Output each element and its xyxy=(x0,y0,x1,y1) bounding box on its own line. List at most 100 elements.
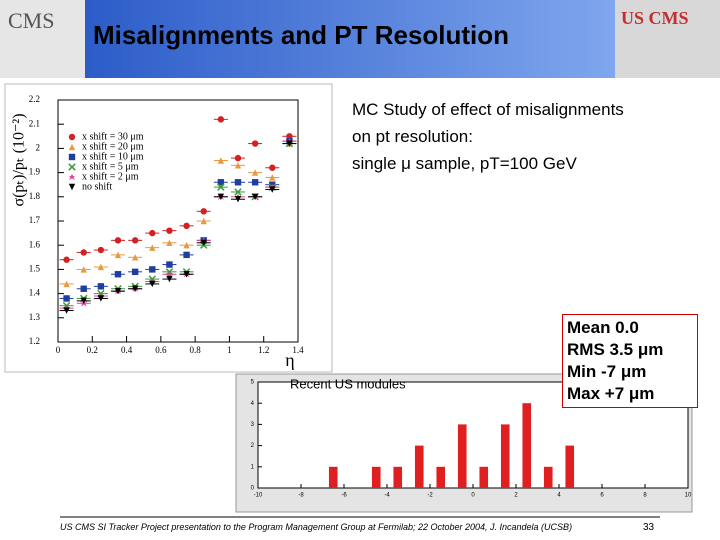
point xyxy=(200,217,207,225)
legend-marker xyxy=(68,143,76,151)
point xyxy=(183,251,190,259)
text-line: MC Study of effect of misalignments xyxy=(352,100,624,119)
y-tick-label: 3 xyxy=(251,422,255,428)
point xyxy=(63,256,70,263)
point xyxy=(251,179,259,186)
x-tick-label: 8 xyxy=(643,493,647,499)
y-tick-label: 1.9 xyxy=(29,167,41,177)
point xyxy=(286,133,293,140)
legend-marker xyxy=(68,173,76,181)
x-axis-label: η xyxy=(285,350,294,370)
hist-bar xyxy=(393,466,403,488)
hist-bar xyxy=(543,466,553,488)
point xyxy=(131,254,139,261)
y-tick-label: 0 xyxy=(251,486,255,492)
point xyxy=(166,271,173,278)
stats-line: RMS 3.5 μm xyxy=(567,340,664,359)
point xyxy=(217,179,225,186)
legend-label: no shift xyxy=(82,181,113,192)
x-tick-label: -2 xyxy=(427,493,433,499)
y-axis-label: σ(pₜ)/pₜ (10⁻²) xyxy=(11,113,28,206)
y-tick-label: 1.5 xyxy=(29,263,41,273)
point xyxy=(97,283,105,290)
point xyxy=(269,174,276,181)
point xyxy=(183,271,190,278)
hist-bar xyxy=(500,424,510,488)
y-tick-label: 1.2 xyxy=(29,336,40,346)
y-tick-label: 1 xyxy=(251,464,255,470)
point xyxy=(131,237,139,244)
x-tick-label: 0 xyxy=(471,493,475,499)
legend-label: x shift = 30 μm xyxy=(82,131,144,142)
y-tick-label: 1.4 xyxy=(29,288,41,298)
point xyxy=(80,249,87,256)
point xyxy=(234,162,242,169)
hist-bar xyxy=(522,403,532,488)
point xyxy=(183,242,190,249)
hist-bar xyxy=(371,466,381,488)
text-block: MC Study of effect of misalignments on p… xyxy=(352,96,624,177)
point xyxy=(80,285,87,292)
legend-label: x shift = 10 μm xyxy=(82,151,144,162)
x-tick-label: 1.2 xyxy=(258,345,269,355)
point xyxy=(217,193,225,200)
y-tick-label: 5 xyxy=(251,380,255,386)
x-tick-label: 0.8 xyxy=(190,345,202,355)
hist-bar xyxy=(479,466,489,488)
point xyxy=(286,140,293,147)
text-line: on pt resolution: xyxy=(352,127,473,146)
legend-marker xyxy=(68,163,76,171)
point xyxy=(80,266,87,273)
point xyxy=(269,164,276,171)
hist-bar xyxy=(436,466,446,488)
hist-bar xyxy=(565,445,575,488)
point xyxy=(131,285,139,292)
point xyxy=(217,157,225,164)
point xyxy=(234,196,242,203)
legend-marker xyxy=(68,183,76,191)
x-tick-label: 0.4 xyxy=(121,345,133,355)
point xyxy=(63,295,70,302)
point xyxy=(63,280,70,288)
logo-left: CMS xyxy=(8,8,55,33)
legend-label: x shift = 5 μm xyxy=(82,161,139,172)
x-tick-label: -4 xyxy=(384,493,390,499)
point xyxy=(183,222,190,230)
logo-panel: CMS xyxy=(0,0,85,78)
y-tick-label: 1.8 xyxy=(29,191,41,201)
point xyxy=(114,287,122,295)
hist-bar xyxy=(414,445,424,488)
point xyxy=(251,140,259,147)
hist-bar xyxy=(457,424,467,488)
point xyxy=(166,239,173,246)
x-tick-label: -10 xyxy=(254,493,263,499)
x-tick-label: 0.2 xyxy=(87,345,98,355)
hist-annotation: Recent US modules xyxy=(290,376,406,391)
point xyxy=(200,239,207,246)
logo-right: US CMS xyxy=(621,8,689,28)
y-tick-label: 2.1 xyxy=(29,118,40,128)
point xyxy=(97,246,105,254)
point xyxy=(80,297,87,305)
y-tick-label: 2 xyxy=(251,443,255,449)
x-tick-label: 1 xyxy=(227,345,232,355)
point xyxy=(217,116,225,123)
point xyxy=(114,271,122,278)
point xyxy=(251,169,259,176)
point xyxy=(114,251,122,259)
x-tick-label: 2 xyxy=(514,493,518,499)
stats-line: Mean 0.0 xyxy=(567,318,639,337)
point xyxy=(97,263,105,271)
y-tick-label: 4 xyxy=(251,401,255,407)
y-tick-label: 2 xyxy=(36,142,41,152)
point xyxy=(149,229,156,237)
y-tick-label: 2.2 xyxy=(29,94,40,104)
point xyxy=(166,261,173,268)
point xyxy=(269,186,276,193)
point xyxy=(234,188,242,196)
point xyxy=(131,268,139,276)
hist-bar xyxy=(328,466,338,488)
x-tick-label: 0.6 xyxy=(155,345,167,355)
point xyxy=(217,183,225,191)
